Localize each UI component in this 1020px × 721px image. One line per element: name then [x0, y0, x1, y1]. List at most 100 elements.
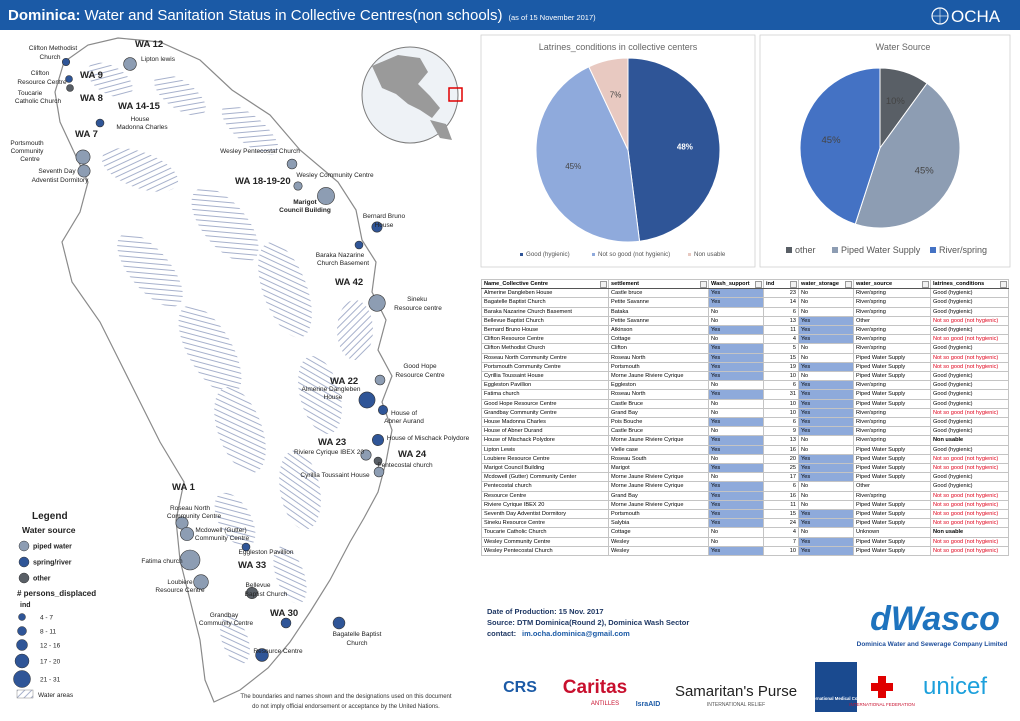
table-cell: Salybia	[608, 518, 709, 529]
place-label: Resource Centre	[253, 648, 303, 655]
table-cell: Yes	[798, 518, 854, 529]
place-label: Abner Aurand	[384, 418, 424, 425]
table-cell: Morne Jaune Riviere Cyrique	[608, 499, 709, 511]
filter-button[interactable]	[790, 281, 797, 288]
filter-button[interactable]	[845, 281, 852, 288]
table-row: Almerine Dangleben House Castle bruce Yes 2…	[481, 288, 1009, 299]
centre-point	[293, 181, 303, 191]
area-label: WA 1	[172, 482, 196, 493]
table-cell: Not so good (not hygienic)	[930, 545, 1009, 557]
place-label: Community Centre	[199, 620, 254, 627]
place-label: Clifton	[31, 70, 50, 77]
table-cell: 6	[763, 417, 799, 428]
table-row: Mcdowell (Gutter) Community Center Morne …	[481, 472, 1009, 483]
table-cell: Piped Water Supply	[853, 463, 931, 474]
samaritans-sub: INTERNATIONAL RELIEF	[707, 702, 765, 708]
table-cell: No	[798, 371, 854, 382]
legend-subtitle: # persons_displaced	[17, 589, 96, 598]
table-cell: Good (hygienic)	[930, 472, 1009, 483]
table-cell: Not so good (not hygienic)	[930, 334, 1009, 345]
table-cell: Bagatelle Baptist Church	[481, 297, 609, 308]
centre-point	[358, 391, 376, 409]
filter-button[interactable]	[700, 281, 707, 288]
table-cell: No	[708, 398, 764, 409]
table-cell: 10	[763, 371, 799, 382]
ocha-logo: OCHA	[951, 7, 1001, 26]
header-text: Name_Collective Centre	[484, 281, 549, 287]
table-cell: 10	[763, 407, 799, 419]
imc-logo-text: International Medical Corps	[808, 696, 865, 701]
table-cell: 6	[763, 481, 799, 492]
table-cell: No	[798, 288, 854, 299]
table-cell: River/spring	[853, 435, 931, 446]
table-cell: Yes	[708, 435, 764, 446]
table-cell: Yes	[708, 481, 764, 492]
legend-swatch	[592, 253, 595, 256]
data-label: 45%	[565, 162, 581, 171]
globe-land	[372, 55, 440, 118]
table-cell: Good (hygienic)	[930, 398, 1009, 409]
place-label: Resource Centre	[395, 372, 445, 379]
filter-button[interactable]	[1000, 281, 1007, 288]
table-cell: Not so good (not hygienic)	[930, 536, 1009, 547]
header-title: Dominica: Water and Sanitation Status in …	[8, 7, 596, 24]
table-row: Bagatelle Baptist Church Petite Savanne Ye…	[481, 297, 1009, 308]
legend-water-swatch	[16, 689, 34, 699]
table-cell: Yes	[798, 472, 854, 483]
legend-field: ind	[20, 602, 31, 609]
table-cell: River/spring	[853, 306, 931, 317]
table-cell: Good (hygienic)	[930, 325, 1009, 336]
place-label: Sineku	[407, 296, 427, 303]
legend-entry: Good (hygienic)	[526, 251, 570, 258]
table-cell: Yes	[708, 463, 764, 474]
legend-entry: 4 - 7	[40, 615, 53, 622]
table-cell: Piped Water Supply	[853, 536, 931, 547]
legend-entry: Water areas	[38, 692, 74, 699]
table-cell: Good (hygienic)	[930, 371, 1009, 382]
table-cell: Morne Jaune Riviere Cyrique	[608, 481, 709, 492]
table-cell: Baraka Nazarine Church Basement	[481, 306, 609, 317]
table-cell: 4	[763, 527, 799, 538]
legend-entry: Not so good (not hygienic)	[598, 251, 670, 258]
centre-point	[377, 404, 389, 416]
legend-entry: River/spring	[939, 245, 987, 255]
table-cell: Piped Water Supply	[853, 371, 931, 382]
table-cell: 16	[763, 444, 799, 455]
table-cell: Cottage	[608, 527, 709, 538]
legend-swatch	[18, 572, 30, 584]
table-cell: 5	[763, 343, 799, 354]
filter-button[interactable]	[600, 281, 607, 288]
centre-point	[180, 527, 194, 541]
table-cell: Cottage	[608, 334, 709, 345]
table-cell: Piped Water Supply	[853, 389, 931, 400]
place-label: Centre	[20, 156, 40, 163]
water-area	[221, 105, 279, 155]
filter-button[interactable]	[755, 281, 762, 288]
table-cell: Not so good (not hygienic)	[930, 315, 1009, 327]
table-cell: No	[708, 536, 764, 547]
legend-swatch	[930, 247, 936, 253]
pie-slice	[535, 66, 641, 243]
table-row: House Madonna Charles Pois Bouche Yes 6 Yes R…	[481, 417, 1009, 428]
filter-button[interactable]	[922, 281, 929, 288]
place-label: Almerine Dangleben	[302, 386, 361, 393]
header-text: Water and Sanitation Status in Collectiv…	[85, 7, 503, 24]
table-cell: Not so good (not hygienic)	[930, 453, 1009, 465]
place-label: Toucarie	[18, 90, 43, 97]
table-cell: No	[798, 435, 854, 446]
table-cell: Good (hygienic)	[930, 343, 1009, 354]
legend-swatch	[832, 247, 838, 253]
place-label: House	[324, 394, 343, 401]
centre-point	[179, 549, 201, 571]
data-label: 45%	[915, 166, 935, 177]
table-cell: House of Abner Durand	[481, 426, 609, 437]
table-cell: Castle Bruce	[608, 426, 709, 437]
table-cell: Yes	[798, 463, 854, 474]
table-row: Good Hope Resource Centre Castle Bruce No 1…	[481, 398, 1009, 409]
column-header: water_storage	[798, 278, 854, 290]
table-cell: Yes	[798, 545, 854, 557]
dwasco-logo: dWasco	[870, 600, 1000, 638]
globe-land	[430, 120, 452, 140]
table-cell: Portsmouth	[608, 509, 709, 520]
table-row: House of Mischack Polydore Morne Jaune Ri…	[481, 435, 1009, 446]
